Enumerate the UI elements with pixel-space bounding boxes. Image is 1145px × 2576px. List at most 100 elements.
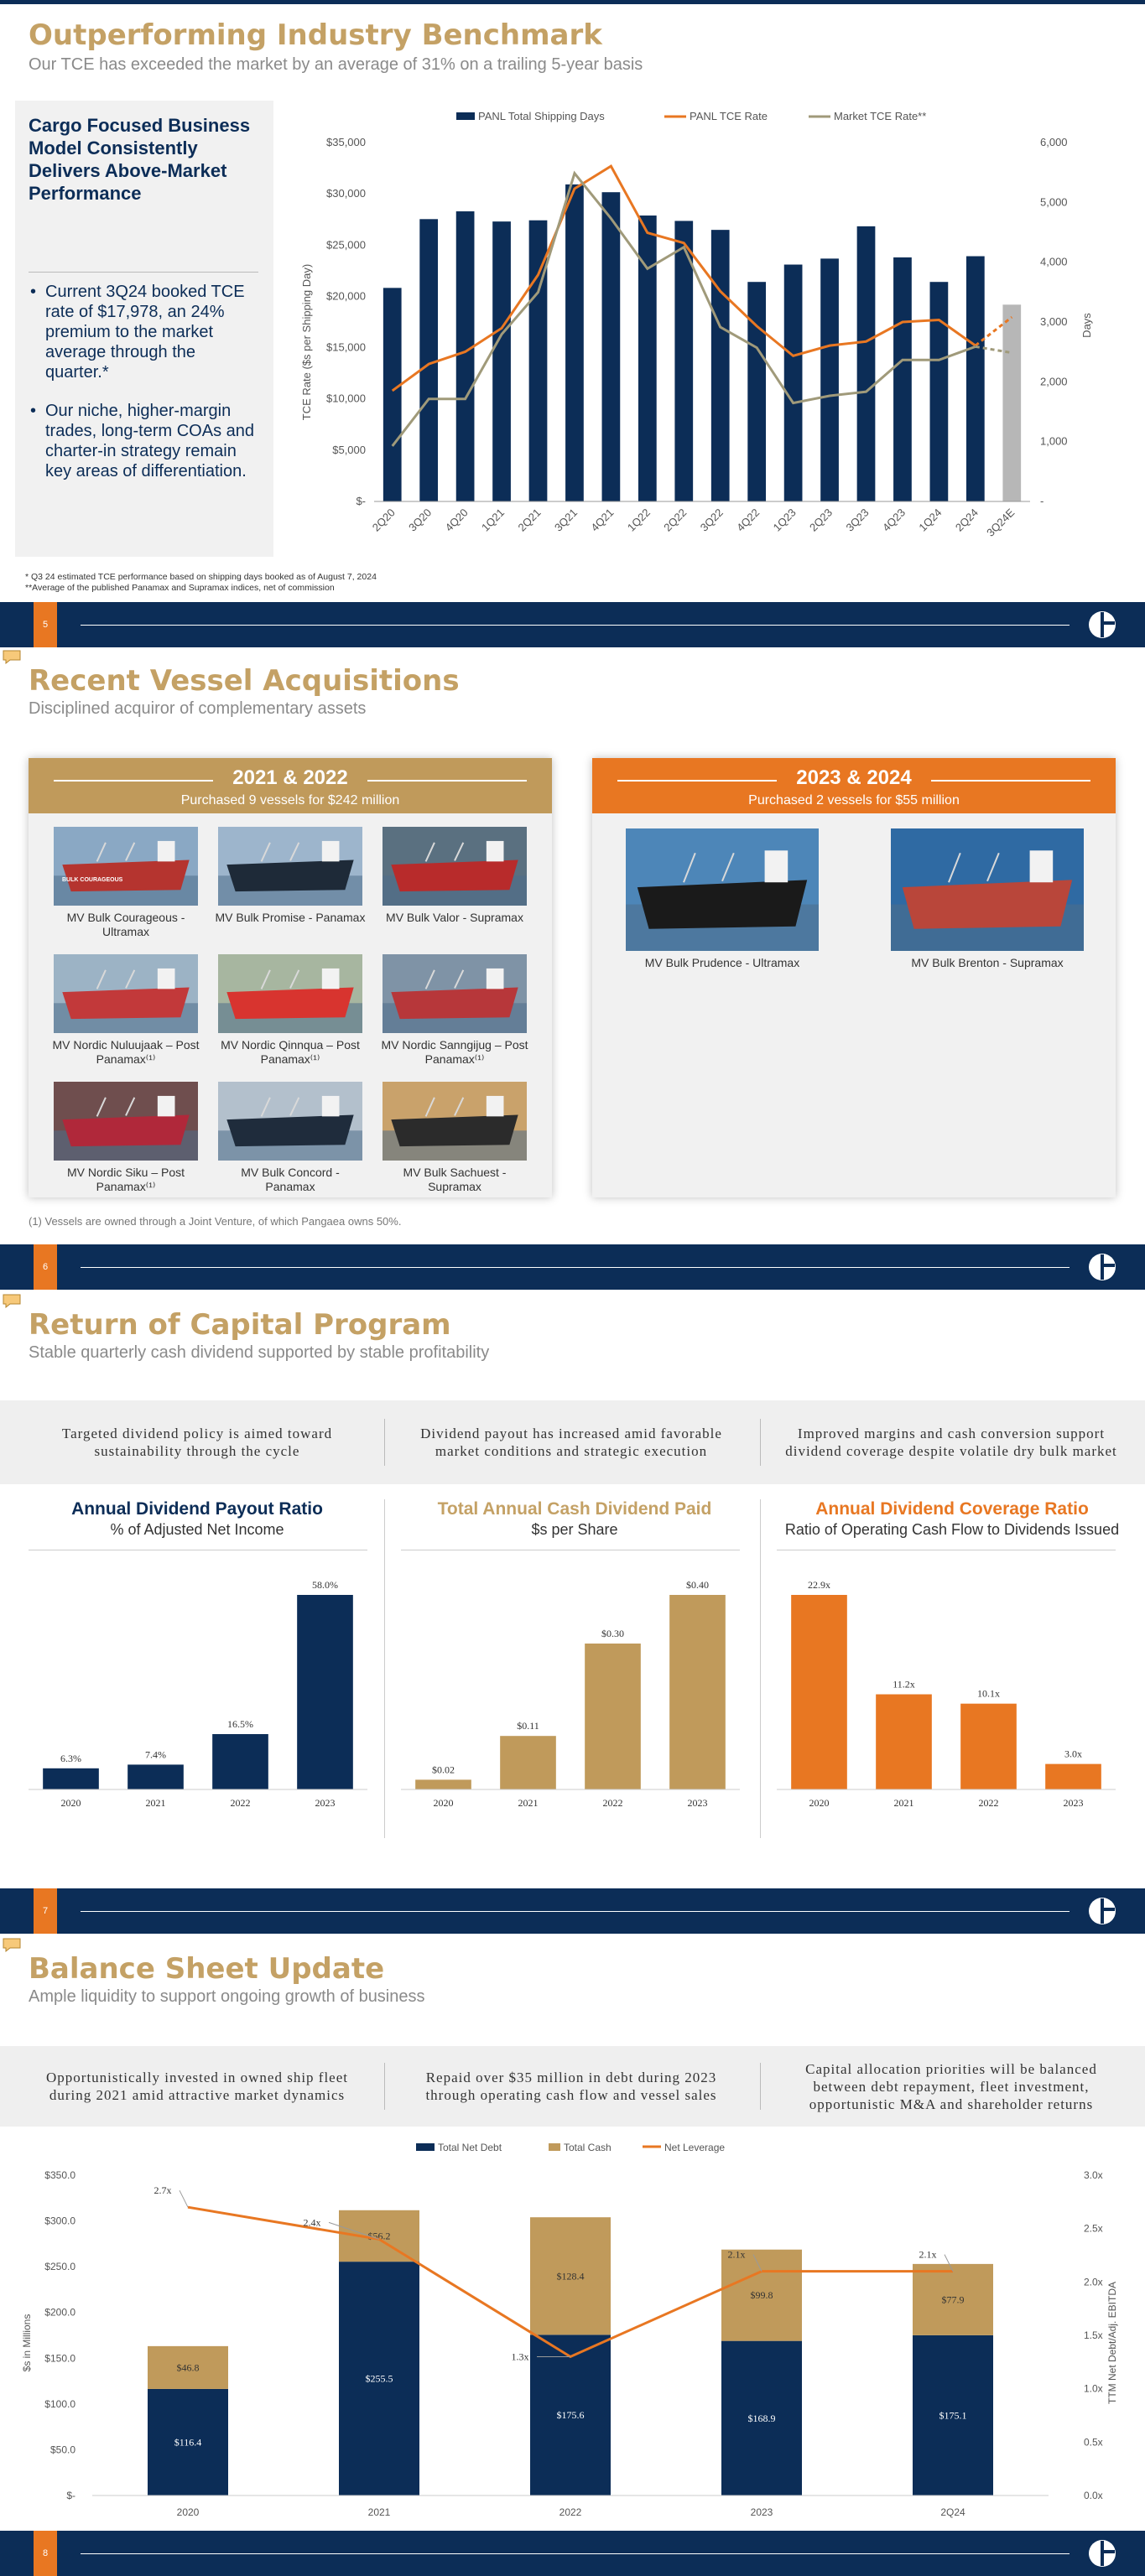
vessel-card: MV Nordic Siku – Post Panamax⁽¹⁾: [50, 1082, 201, 1194]
y2-tick-label: 6,000: [1040, 136, 1068, 148]
x-tick-label: 2021: [368, 2506, 391, 2518]
box-subheading: Purchased 9 vessels for $242 million: [180, 793, 400, 808]
footer-rule: [81, 1267, 1070, 1268]
vessel-photo: [218, 1082, 362, 1161]
x-tick-label: 2020: [177, 2506, 200, 2518]
x-tick-label: 2020: [809, 1797, 830, 1809]
company-logo-icon: [1089, 2540, 1116, 2567]
panel-heading: Cargo Focused Business Model Consistentl…: [29, 115, 251, 204]
y2-tick-label: 3,000: [1040, 315, 1068, 328]
slide-7: Return of Capital Program Stable quarter…: [0, 1293, 1145, 1937]
x-tick-label: 2Q22: [661, 506, 689, 534]
bar-value-label: $0.02: [432, 1763, 455, 1775]
x-tick-label: 2020: [61, 1797, 81, 1809]
shipping-days-bar: [710, 230, 730, 501]
comment-icon[interactable]: [2, 1937, 22, 1952]
vessel-caption: MV Bulk Courageous - Ultramax: [66, 911, 185, 938]
balance-sheet-chart: Total Net Debt Total Cash Net Leverage $…: [21, 2142, 1118, 2518]
y-tick-label: $200.0: [44, 2307, 75, 2319]
net-debt-label: $175.6: [557, 2409, 585, 2421]
legend-swatch-cash: [549, 2143, 560, 2151]
comment-icon[interactable]: [2, 1293, 22, 1308]
shipping-days-bar: [929, 282, 949, 501]
leverage-label: 1.3x: [512, 2350, 529, 2362]
bar-value-label: 11.2x: [893, 1679, 915, 1690]
y-tick-label: $15,000: [326, 341, 366, 354]
x-tick-label: 4Q21: [588, 506, 616, 534]
footnote: (1) Vessels are owned through a Joint Ve…: [29, 1215, 402, 1228]
chart-subtitle: Ratio of Operating Cash Flow to Dividend…: [784, 1521, 1120, 1538]
bullet-item: Current 3Q24 booked TCE rate of $17,978,…: [30, 282, 258, 382]
vessel-photo: [891, 828, 1084, 951]
chart-subtitle: % of Adjusted Net Income: [110, 1521, 284, 1538]
y-tick-label: $350.0: [44, 2169, 75, 2181]
y2-tick-label: 1,000: [1040, 435, 1068, 448]
leverage-label: 2.4x: [304, 2216, 321, 2228]
slide-footer: 6: [0, 1244, 1145, 1290]
y2-tick-label: 0.0x: [1084, 2490, 1103, 2501]
x-tick-label: 2023: [688, 1797, 708, 1809]
x-tick-label: 2021: [518, 1797, 539, 1809]
x-tick-label: 2022: [979, 1797, 999, 1809]
slide-6: Recent Vessel Acquisitions Disciplined a…: [0, 649, 1145, 1293]
x-tick-label: 2Q21: [516, 506, 544, 534]
chart-subtitle: $s per Share: [531, 1521, 618, 1538]
net-debt-label: $168.9: [748, 2412, 776, 2424]
y-tick-label: $150.0: [44, 2352, 75, 2364]
y2-tick-label: 1.5x: [1084, 2329, 1103, 2341]
vessel-photo: [218, 827, 362, 906]
shipping-days-bar: [638, 216, 657, 501]
x-tick-label: 1Q21: [479, 506, 507, 534]
y2-tick-label: 2.5x: [1084, 2223, 1103, 2235]
vessel-card: MV Bulk Valor - Supramax: [379, 827, 530, 925]
y2-tick-label: 4,000: [1040, 256, 1068, 268]
tce-chart: PANL Total Shipping Days PANL TCE Rate M…: [300, 110, 1093, 539]
company-logo-icon: [1089, 611, 1116, 638]
bar: [1045, 1763, 1101, 1789]
panl-tce-estimate-line: [974, 315, 1013, 347]
box-heading: 2023 & 2024: [796, 766, 912, 789]
shipping-days-bar: [893, 257, 912, 501]
net-debt-bar: [339, 2262, 419, 2496]
y2-tick-label: 3.0x: [1084, 2169, 1103, 2181]
x-tick-label: 1Q23: [771, 506, 799, 534]
legend-label: Net Leverage: [664, 2142, 725, 2153]
vessel-card: MV Nordic Qinnqua – Post Panamax⁽¹⁾: [215, 954, 366, 1067]
bar: [876, 1694, 932, 1789]
x-tick-label: 2021: [146, 1797, 166, 1809]
shipping-days-bar: [419, 219, 439, 501]
x-tick-label: 2022: [559, 2506, 582, 2518]
legend-label: PANL Total Shipping Days: [478, 110, 605, 122]
key-message: Repaid over $35 million in debt during 2…: [425, 2070, 717, 2103]
comment-icon[interactable]: [2, 649, 22, 664]
net-debt-bar: [913, 2334, 993, 2496]
x-tick-label: 2022: [231, 1797, 251, 1809]
box-header: 2021 & 2022 Purchased 9 vessels for $242…: [29, 758, 552, 813]
bar-value-label: 7.4%: [145, 1748, 166, 1760]
y-tick-label: $20,000: [326, 289, 366, 302]
cash-bar: [148, 2345, 228, 2389]
leverage-leader-line: [328, 2221, 380, 2240]
vessel-caption: MV Bulk Promise - Panamax: [215, 911, 366, 924]
y-tick-label: $300.0: [44, 2215, 75, 2227]
panl-tce-line: [391, 164, 976, 392]
bar-value-label: 58.0%: [312, 1579, 338, 1591]
bar-value-label: 10.1x: [977, 1688, 1000, 1700]
x-tick-label: 3Q22: [698, 506, 726, 534]
y-tick-label: $25,000: [326, 238, 366, 251]
x-tick-label: 2023: [315, 1797, 336, 1809]
top-accent-bar: [0, 0, 1145, 4]
y-tick-label: $-: [66, 2490, 75, 2501]
footnote: * Q3 24 estimated TCE performance based …: [25, 572, 377, 582]
vessel-card: MV Bulk Concord - Panamax: [215, 1082, 366, 1194]
chart-title: Annual Dividend Coverage Ratio: [815, 1499, 1089, 1519]
chart-legend: PANL Total Shipping Days PANL TCE Rate M…: [456, 110, 926, 122]
chart-title: Total Annual Cash Dividend Paid: [437, 1499, 712, 1519]
highlight-panel: Cargo Focused Business Model Consistentl…: [15, 101, 273, 557]
page-number: 6: [34, 1244, 57, 1290]
key-message: Dividend payout has increased amid favor…: [420, 1426, 722, 1459]
x-tick-label: 3Q24E: [984, 506, 1017, 538]
y-axis-label: TCE Rate ($s per Shipping Day): [300, 264, 313, 420]
cash-label: $99.8: [751, 2289, 773, 2301]
cash-label: $128.4: [557, 2270, 585, 2282]
